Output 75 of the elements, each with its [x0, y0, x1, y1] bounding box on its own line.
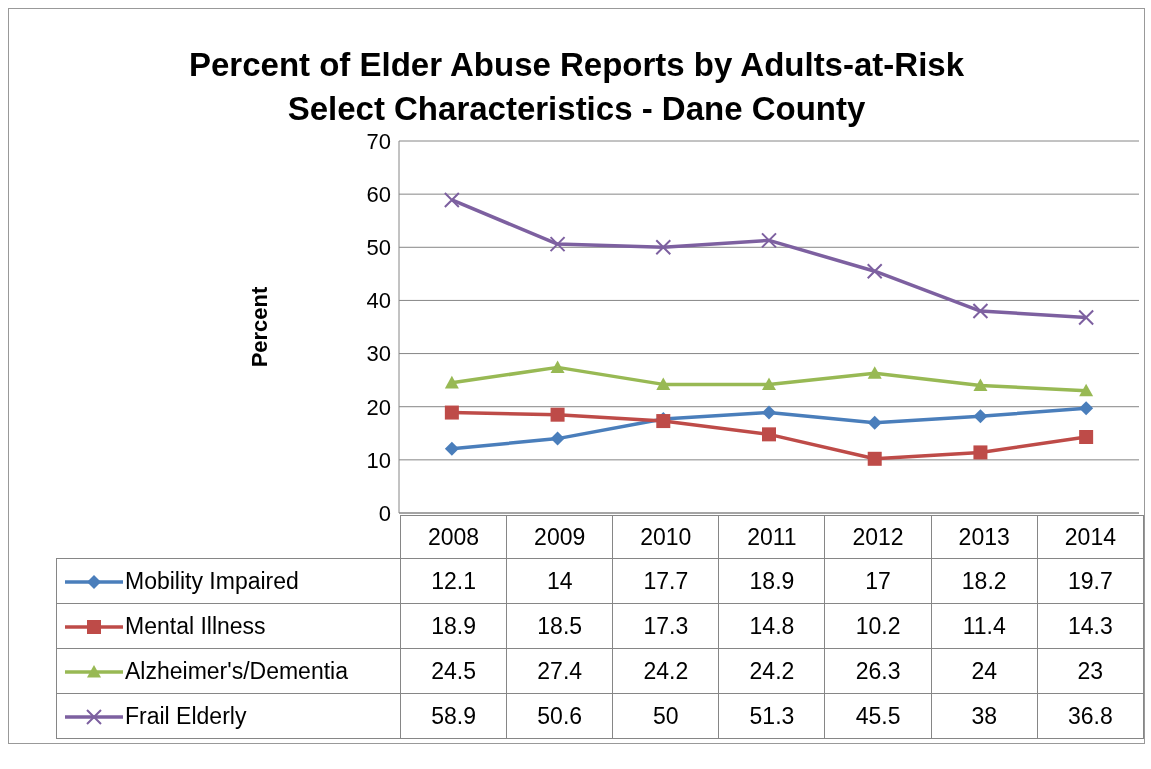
legend-label: Frail Elderly [125, 702, 247, 729]
point [762, 377, 776, 390]
x-tick-label: 2008 [400, 515, 507, 559]
data-label: 50.6 [506, 693, 613, 739]
data-label: 18.5 [506, 603, 613, 649]
data-label: 24.2 [718, 648, 825, 694]
point [444, 375, 459, 389]
point [655, 239, 672, 256]
point [761, 232, 777, 249]
point [867, 451, 882, 466]
x-tick-label: 2011 [718, 515, 825, 559]
data-label: 24.2 [612, 648, 719, 694]
data-label: 38 [931, 693, 1038, 739]
y-tick-label: 20 [366, 394, 391, 420]
legend-label: Mental Illness [125, 612, 266, 639]
data-label: 26.3 [824, 648, 932, 694]
data-label: 12.1 [400, 558, 507, 604]
data-label: 18.9 [718, 558, 825, 604]
point [550, 360, 565, 373]
data-label: 17 [824, 558, 932, 604]
point [444, 441, 459, 456]
legend-label: Alzheimer's/Dementia [125, 657, 348, 684]
data-label: 36.8 [1037, 693, 1144, 739]
data-label: 24.5 [400, 648, 507, 694]
x-tick-label: 2014 [1037, 515, 1144, 559]
x-tick-label: 2009 [506, 515, 613, 559]
data-label: 14.8 [718, 603, 825, 649]
y-axis-title: Percent [246, 285, 272, 368]
data-label: 51.3 [718, 693, 825, 739]
y-tick-label: 30 [366, 341, 391, 367]
data-label: 19.7 [1037, 558, 1144, 604]
x-tick-label: 2013 [931, 515, 1038, 559]
data-label: 18.9 [400, 603, 507, 649]
point [762, 405, 776, 420]
point [972, 303, 989, 320]
data-label: 17.7 [612, 558, 719, 604]
data-label: 11.4 [931, 603, 1038, 649]
data-label: 17.3 [612, 603, 719, 649]
data-label: 27.4 [506, 648, 613, 694]
point [1079, 430, 1094, 445]
point [973, 445, 988, 460]
point [656, 377, 671, 390]
y-tick-label: 60 [366, 181, 391, 207]
data-label: 23 [1037, 648, 1144, 694]
point [1079, 383, 1094, 397]
point [1079, 401, 1094, 416]
point [866, 263, 883, 280]
point [549, 236, 566, 253]
data-label: 50 [612, 693, 719, 739]
y-tick-label: 50 [366, 235, 391, 261]
x-tick-label: 2012 [824, 515, 932, 559]
data-label: 24 [931, 648, 1038, 694]
y-tick-label: 10 [366, 447, 391, 473]
y-tick-label: 0 [378, 500, 391, 526]
data-label: 10.2 [824, 603, 932, 649]
y-tick-label: 40 [366, 288, 391, 314]
point [762, 427, 776, 442]
data-label: 14 [506, 558, 613, 604]
data-label: 58.9 [400, 693, 507, 739]
chart-title: Percent of Elder Abuse Reports by Adults-at-Risk Select Characteristics - Dane County [188, 46, 965, 127]
data-label: 14.3 [1037, 603, 1144, 649]
point [867, 415, 882, 430]
point [867, 366, 882, 379]
point [973, 378, 988, 392]
point [550, 407, 565, 422]
point [973, 409, 988, 424]
legend-label: Mobility Impaired [125, 567, 299, 594]
x-tick-label: 2010 [612, 515, 719, 559]
point [444, 405, 459, 420]
point [1078, 309, 1095, 326]
data-label: 45.5 [824, 693, 932, 739]
y-tick-label: 70 [366, 128, 391, 154]
data-label: 18.2 [931, 558, 1038, 604]
point [550, 431, 565, 446]
point [443, 191, 460, 208]
